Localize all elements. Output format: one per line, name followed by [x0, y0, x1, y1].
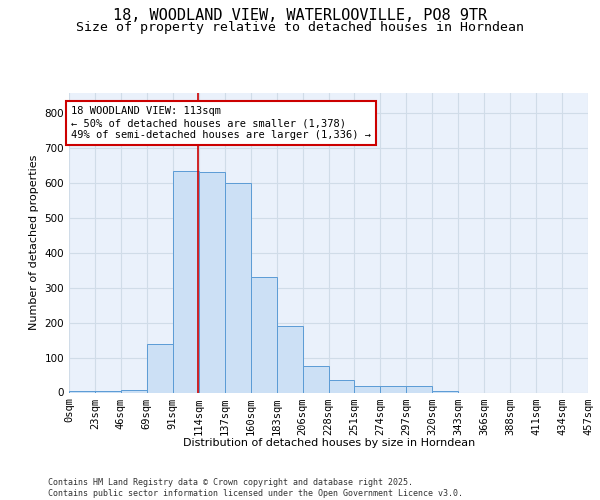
Bar	[380, 386, 406, 392]
Bar	[69, 391, 95, 392]
Text: Distribution of detached houses by size in Horndean: Distribution of detached houses by size …	[182, 438, 475, 448]
Bar	[329, 380, 355, 392]
Text: Contains HM Land Registry data © Crown copyright and database right 2025.
Contai: Contains HM Land Registry data © Crown c…	[48, 478, 463, 498]
Bar	[277, 326, 302, 392]
Bar	[406, 386, 432, 392]
Bar	[173, 171, 199, 392]
Bar	[251, 278, 277, 392]
Bar	[121, 390, 147, 392]
Text: 18 WOODLAND VIEW: 113sqm
← 50% of detached houses are smaller (1,378)
49% of sem: 18 WOODLAND VIEW: 113sqm ← 50% of detach…	[71, 106, 371, 140]
Bar	[302, 366, 329, 392]
Text: Size of property relative to detached houses in Horndean: Size of property relative to detached ho…	[76, 21, 524, 34]
Bar	[432, 391, 458, 392]
Bar	[225, 183, 251, 392]
Y-axis label: Number of detached properties: Number of detached properties	[29, 155, 39, 330]
Bar	[199, 172, 224, 392]
Bar	[95, 391, 121, 392]
Bar	[147, 344, 173, 392]
Bar	[355, 386, 380, 392]
Text: 18, WOODLAND VIEW, WATERLOOVILLE, PO8 9TR: 18, WOODLAND VIEW, WATERLOOVILLE, PO8 9T…	[113, 8, 487, 22]
